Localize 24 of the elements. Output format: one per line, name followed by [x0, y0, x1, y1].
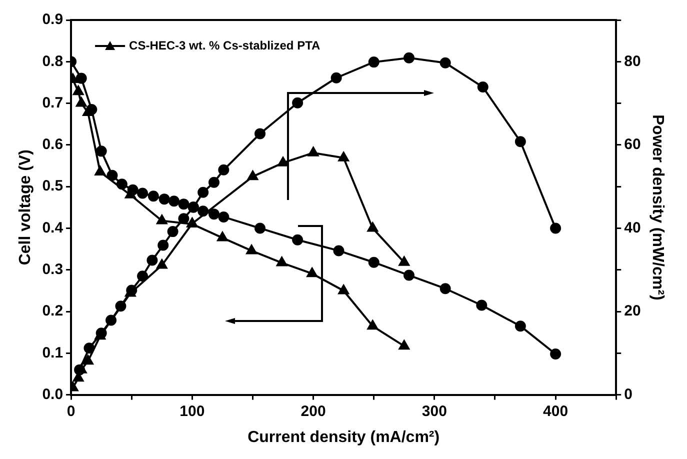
- y-tick-label: 0.2: [42, 302, 64, 320]
- y-tick-label: 0.0: [42, 386, 64, 403]
- y-tick-label: 0.8: [42, 52, 64, 70]
- y-axis-title: Cell voltage (V): [17, 150, 34, 266]
- x-tick-label: 300: [422, 402, 447, 420]
- y2-axis-title: Power density (mW/cm²): [648, 114, 666, 300]
- y2-tick-label: 20: [624, 302, 641, 320]
- y-tick-label: 0.7: [42, 94, 64, 112]
- y-tick-label: 0.5: [42, 178, 64, 195]
- y-tick-label: 0.6: [42, 136, 64, 154]
- y2-tick-label: 40: [624, 219, 641, 236]
- y-tick-label: 0.3: [42, 261, 64, 278]
- y2-tick-label: 80: [624, 52, 641, 70]
- x-tick-label: 200: [300, 402, 326, 420]
- x-tick-label: 100: [180, 402, 205, 420]
- y2-tick-label: 60: [624, 136, 641, 154]
- y-tick-label: 0.4: [42, 219, 64, 236]
- y-tick-label: 0.1: [42, 344, 64, 362]
- x-tick-label: 0: [66, 402, 76, 420]
- x-tick-label: 400: [543, 402, 568, 420]
- y-tick-label: 0.9: [42, 11, 64, 28]
- legend-label: CS-HEC-3 wt. % Cs-stablized PTA: [129, 38, 321, 52]
- y2-tick-label: 0: [624, 386, 632, 403]
- x-axis-title: Current density (mA/cm²): [248, 428, 440, 446]
